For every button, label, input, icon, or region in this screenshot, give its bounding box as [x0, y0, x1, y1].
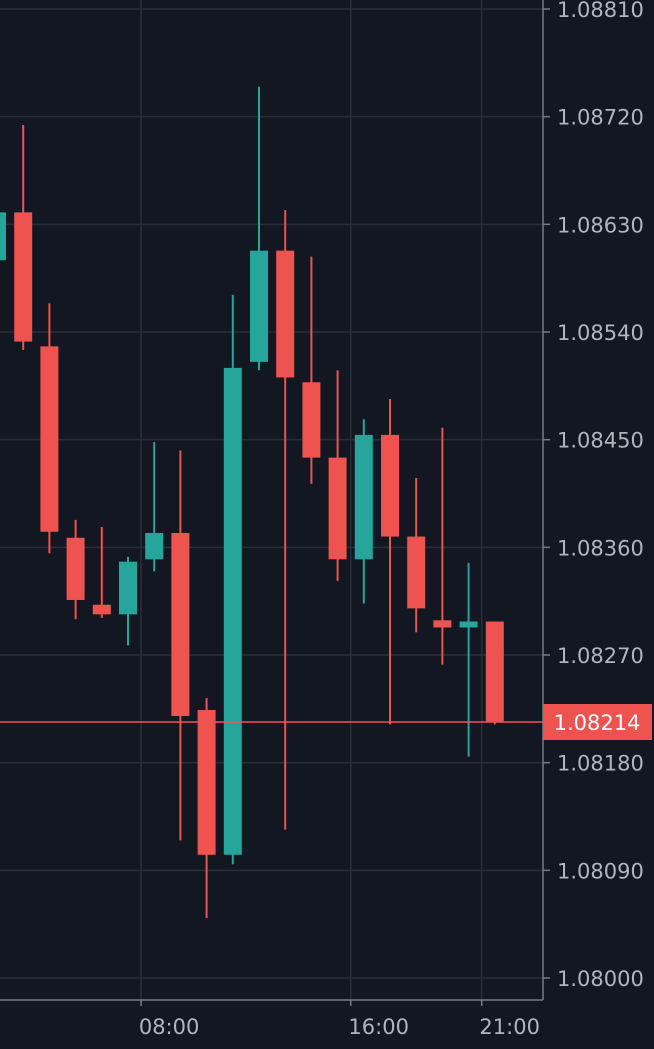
candle: [250, 86, 268, 371]
candle-body: [40, 346, 59, 532]
y-tick-label: 1.08000: [557, 967, 644, 991]
x-tick-label: 21:00: [479, 1015, 540, 1039]
candle-body: [407, 536, 426, 609]
candle-body: [459, 621, 478, 628]
candle: [92, 526, 111, 618]
candle-body: [119, 561, 137, 615]
candle-body: [354, 434, 373, 560]
candle: [433, 427, 452, 665]
candle: [354, 419, 373, 604]
y-tick-label: 1.08360: [557, 536, 644, 560]
candle: [40, 303, 59, 554]
y-tick-label: 1.08180: [557, 752, 644, 776]
candle: [171, 450, 190, 841]
candle: [459, 562, 478, 757]
candle: [14, 125, 33, 350]
candle: [197, 698, 216, 919]
candle-body: [145, 532, 164, 560]
candle-body: [223, 367, 242, 855]
candle: [302, 256, 321, 484]
candle-body: [381, 434, 399, 537]
y-tick-label: 1.08630: [557, 213, 644, 237]
candle: [66, 519, 85, 620]
y-tick-label: 1.08090: [557, 859, 644, 883]
candle-body: [14, 212, 33, 342]
candle: [119, 556, 137, 646]
y-tick-label: 1.08810: [557, 0, 644, 22]
y-tick-label: 1.08450: [557, 429, 644, 453]
last-price-label: 1.08214: [554, 711, 641, 735]
x-tick-label: 08:00: [139, 1015, 200, 1039]
candle: [145, 442, 164, 572]
candle: [485, 621, 504, 725]
y-tick-label: 1.08540: [557, 321, 644, 345]
candle-body: [250, 250, 268, 362]
x-tick-label: 16:00: [348, 1015, 409, 1039]
candle: [276, 209, 295, 830]
candle-body: [276, 250, 295, 378]
candle: [407, 477, 426, 633]
y-tick-label: 1.08270: [557, 644, 644, 668]
candle: [381, 398, 399, 725]
candle: [328, 370, 347, 581]
candle: [0, 212, 6, 261]
candle-body: [0, 212, 6, 261]
candle-body: [92, 604, 111, 615]
candle-body: [171, 532, 190, 717]
candle-body: [302, 382, 321, 458]
last-price-tag: [543, 703, 652, 740]
candle: [223, 294, 242, 865]
candle-body: [197, 710, 216, 855]
candle-body: [66, 537, 85, 600]
candle-body: [433, 620, 452, 628]
y-tick-label: 1.08720: [557, 106, 644, 130]
candle-body: [485, 621, 504, 722]
candle-body: [328, 457, 347, 560]
